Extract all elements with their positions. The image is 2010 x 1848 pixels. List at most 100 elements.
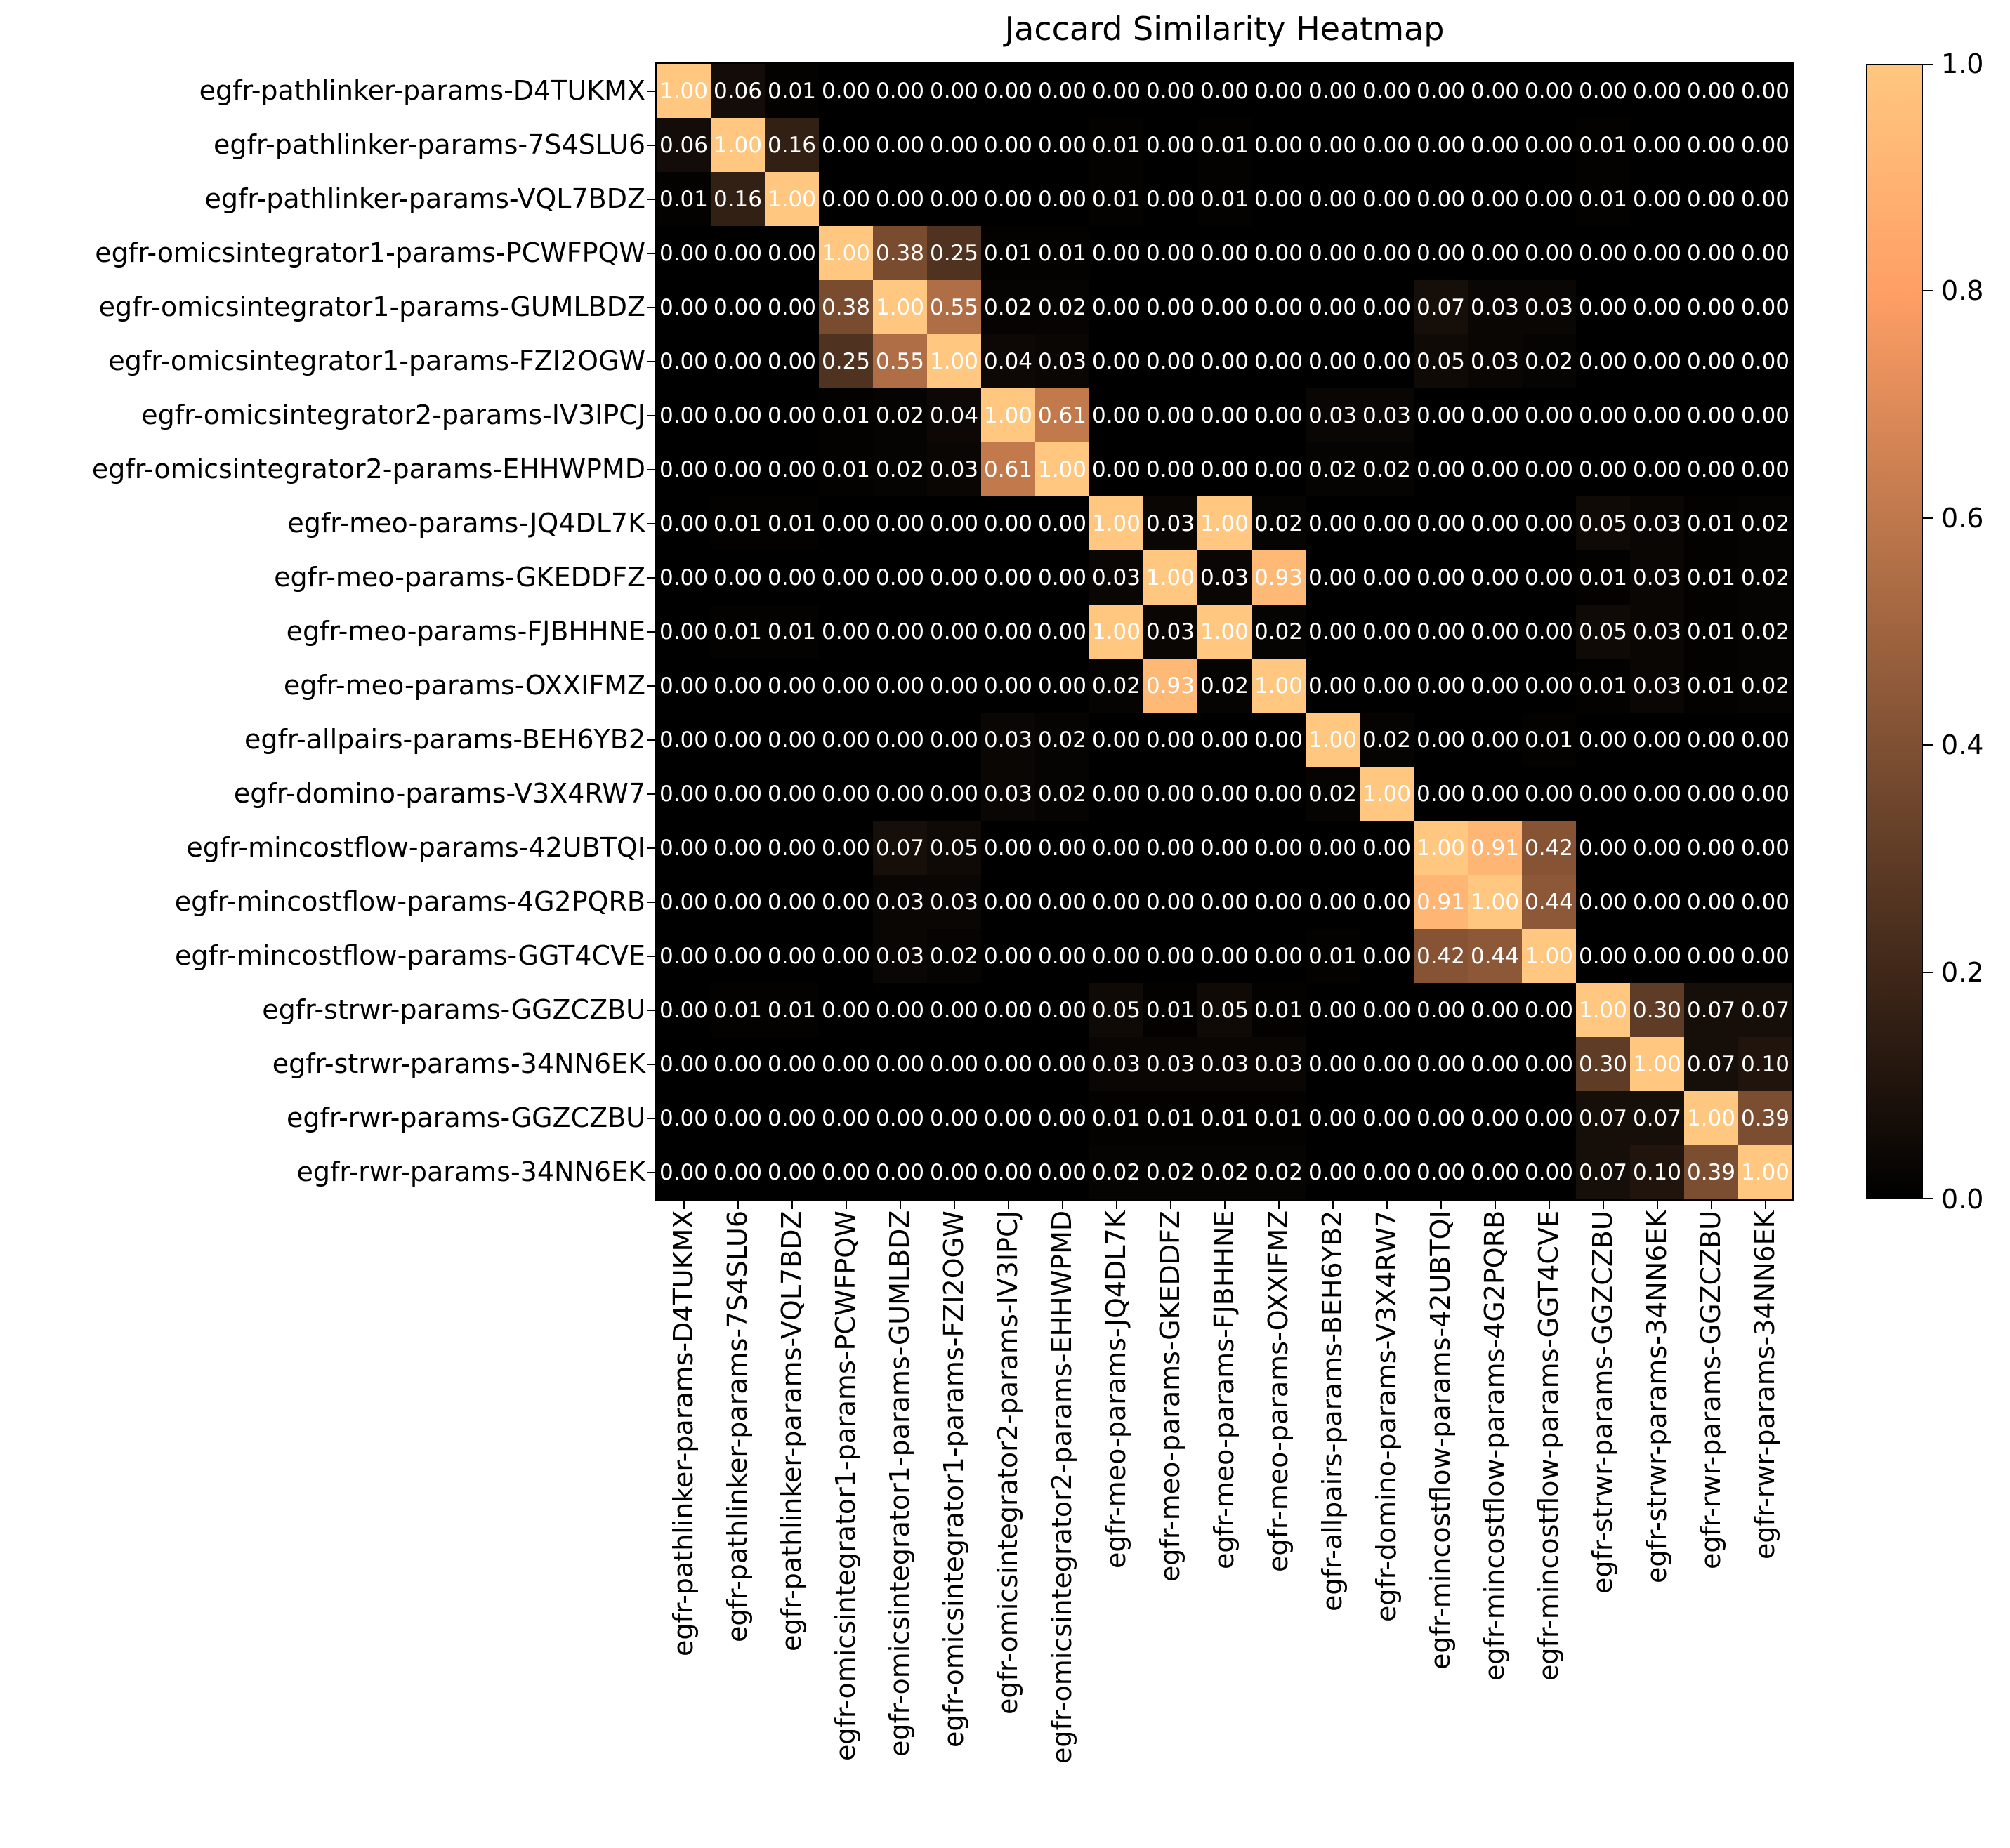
cell-value: 0.00	[1416, 78, 1466, 104]
cell-value: 0.01	[1686, 565, 1736, 590]
cell-value: 0.00	[1091, 294, 1141, 320]
y-tick	[647, 1063, 657, 1065]
cell-value: 0.00	[1416, 727, 1466, 753]
heatmap-cell: 0.00	[1684, 334, 1738, 388]
cell-value: 1.00	[983, 402, 1033, 428]
heatmap-cell: 0.00	[711, 1037, 765, 1091]
heatmap-cell: 0.00	[1252, 767, 1306, 821]
row-label: egfr-omicsintegrator2-params-EHHWPMD	[91, 454, 645, 484]
heatmap-cell: 0.00	[657, 1037, 711, 1091]
cell-value: 0.03	[1145, 510, 1195, 536]
y-tick	[647, 576, 657, 579]
cell-value: 1.00	[1091, 510, 1141, 536]
cell-value: 0.03	[1632, 510, 1682, 536]
heatmap-cell: 0.00	[1684, 929, 1738, 983]
row-label: egfr-omicsintegrator1-params-FZI2OGW	[108, 345, 645, 376]
cell-value: 0.00	[1254, 456, 1303, 482]
cell-value: 0.00	[1200, 402, 1249, 428]
heatmap-cell: 0.00	[1414, 226, 1468, 280]
heatmap-cell: 0.03	[1143, 1037, 1197, 1091]
heatmap-cell: 0.00	[765, 388, 819, 442]
heatmap-cell: 0.03	[1630, 496, 1684, 550]
heatmap-cell: 0.00	[981, 496, 1035, 550]
cell-value: 0.00	[821, 835, 871, 861]
heatmap-cell: 0.00	[873, 659, 927, 713]
cell-value: 0.00	[875, 78, 925, 104]
heatmap-cell: 0.00	[1089, 226, 1143, 280]
cell-value: 0.00	[983, 510, 1033, 536]
cell-value: 0.00	[1632, 456, 1682, 482]
heatmap-cell: 0.00	[819, 767, 873, 821]
heatmap-cell: 0.00	[1143, 875, 1197, 929]
heatmap-cell: 0.00	[1360, 334, 1414, 388]
cell-value: 0.00	[1145, 781, 1195, 807]
heatmap-cell: 0.07	[1630, 1091, 1684, 1145]
heatmap-cell: 0.00	[1522, 1145, 1576, 1199]
heatmap-cell: 0.00	[765, 713, 819, 767]
cell-value: 0.03	[983, 781, 1033, 807]
heatmap-cell: 0.01	[981, 226, 1035, 280]
heatmap-cell: 0.03	[1197, 550, 1252, 605]
heatmap-cell: 1.00	[1468, 875, 1522, 929]
cell-value: 0.00	[875, 727, 925, 753]
cell-value: 0.00	[713, 781, 763, 807]
heatmap-cell: 0.03	[1360, 388, 1414, 442]
row-label: egfr-pathlinker-params-D4TUKMX	[199, 75, 645, 106]
heatmap-cell: 0.07	[1576, 1145, 1630, 1199]
heatmap-cell: 1.00	[711, 118, 765, 172]
cell-value: 0.00	[1470, 781, 1520, 807]
cell-value: 0.03	[1524, 294, 1574, 320]
cell-value: 0.91	[1416, 889, 1466, 915]
cell-value: 0.00	[1740, 727, 1790, 753]
cell-value: 0.00	[1524, 565, 1574, 590]
cell-value: 0.00	[1037, 997, 1087, 1023]
cell-value: 0.07	[1578, 1105, 1628, 1131]
cell-value: 0.42	[1416, 943, 1466, 969]
cell-value: 0.00	[659, 1051, 709, 1077]
column-label: egfr-rwr-params-34NN6EK	[1749, 1210, 1780, 1559]
heatmap-cell: 0.01	[1576, 659, 1630, 713]
cell-value: 0.00	[1308, 1159, 1358, 1185]
colorbar-tick	[1923, 290, 1933, 291]
heatmap-cell: 0.00	[873, 605, 927, 659]
cell-value: 0.00	[875, 1051, 925, 1077]
heatmap-cell: 0.00	[1360, 875, 1414, 929]
cell-value: 0.00	[1632, 240, 1682, 266]
heatmap-cell: 0.00	[1522, 1091, 1576, 1145]
heatmap-cell: 0.03	[1630, 659, 1684, 713]
heatmap-cell: 0.00	[927, 496, 981, 550]
heatmap-cell: 1.00	[1738, 1145, 1792, 1199]
cell-value: 0.00	[1200, 835, 1249, 861]
heatmap-cell: 0.03	[1306, 388, 1360, 442]
heatmap-cell: 0.00	[1089, 64, 1143, 118]
heatmap-cell: 0.00	[1468, 226, 1522, 280]
y-tick	[647, 631, 657, 633]
column-label: egfr-mincostflow-params-GGT4CVE	[1533, 1210, 1564, 1681]
heatmap-cell: 0.00	[981, 1037, 1035, 1091]
heatmap-cell: 0.00	[1143, 226, 1197, 280]
cell-value: 0.02	[1308, 456, 1358, 482]
cell-value: 0.00	[1091, 727, 1141, 753]
cell-value: 0.00	[1632, 781, 1682, 807]
cell-value: 0.01	[1091, 1105, 1141, 1131]
cell-value: 0.00	[1416, 619, 1466, 645]
heatmap-cell: 0.39	[1738, 1091, 1792, 1145]
cell-value: 0.00	[821, 510, 871, 536]
cell-value: 0.00	[929, 132, 979, 158]
cell-value: 0.00	[1308, 889, 1358, 915]
heatmap-cell: 0.00	[711, 280, 765, 334]
heatmap-cell: 0.38	[873, 226, 927, 280]
heatmap-cell: 0.42	[1522, 821, 1576, 875]
heatmap-cell: 1.00	[1143, 550, 1197, 605]
column-label: egfr-meo-params-JQ4DL7K	[1101, 1210, 1131, 1569]
cell-value: 0.00	[1686, 348, 1736, 374]
heatmap-cell: 0.01	[819, 388, 873, 442]
x-tick	[1602, 1199, 1604, 1209]
heatmap-cell: 0.00	[657, 1145, 711, 1199]
heatmap-cell: 0.00	[657, 1091, 711, 1145]
heatmap-cell: 0.00	[1468, 659, 1522, 713]
heatmap-cell: 0.00	[1306, 983, 1360, 1037]
column-label: egfr-pathlinker-params-D4TUKMX	[668, 1210, 699, 1657]
cell-value: 0.00	[1686, 186, 1736, 212]
cell-value: 0.39	[1686, 1159, 1736, 1185]
